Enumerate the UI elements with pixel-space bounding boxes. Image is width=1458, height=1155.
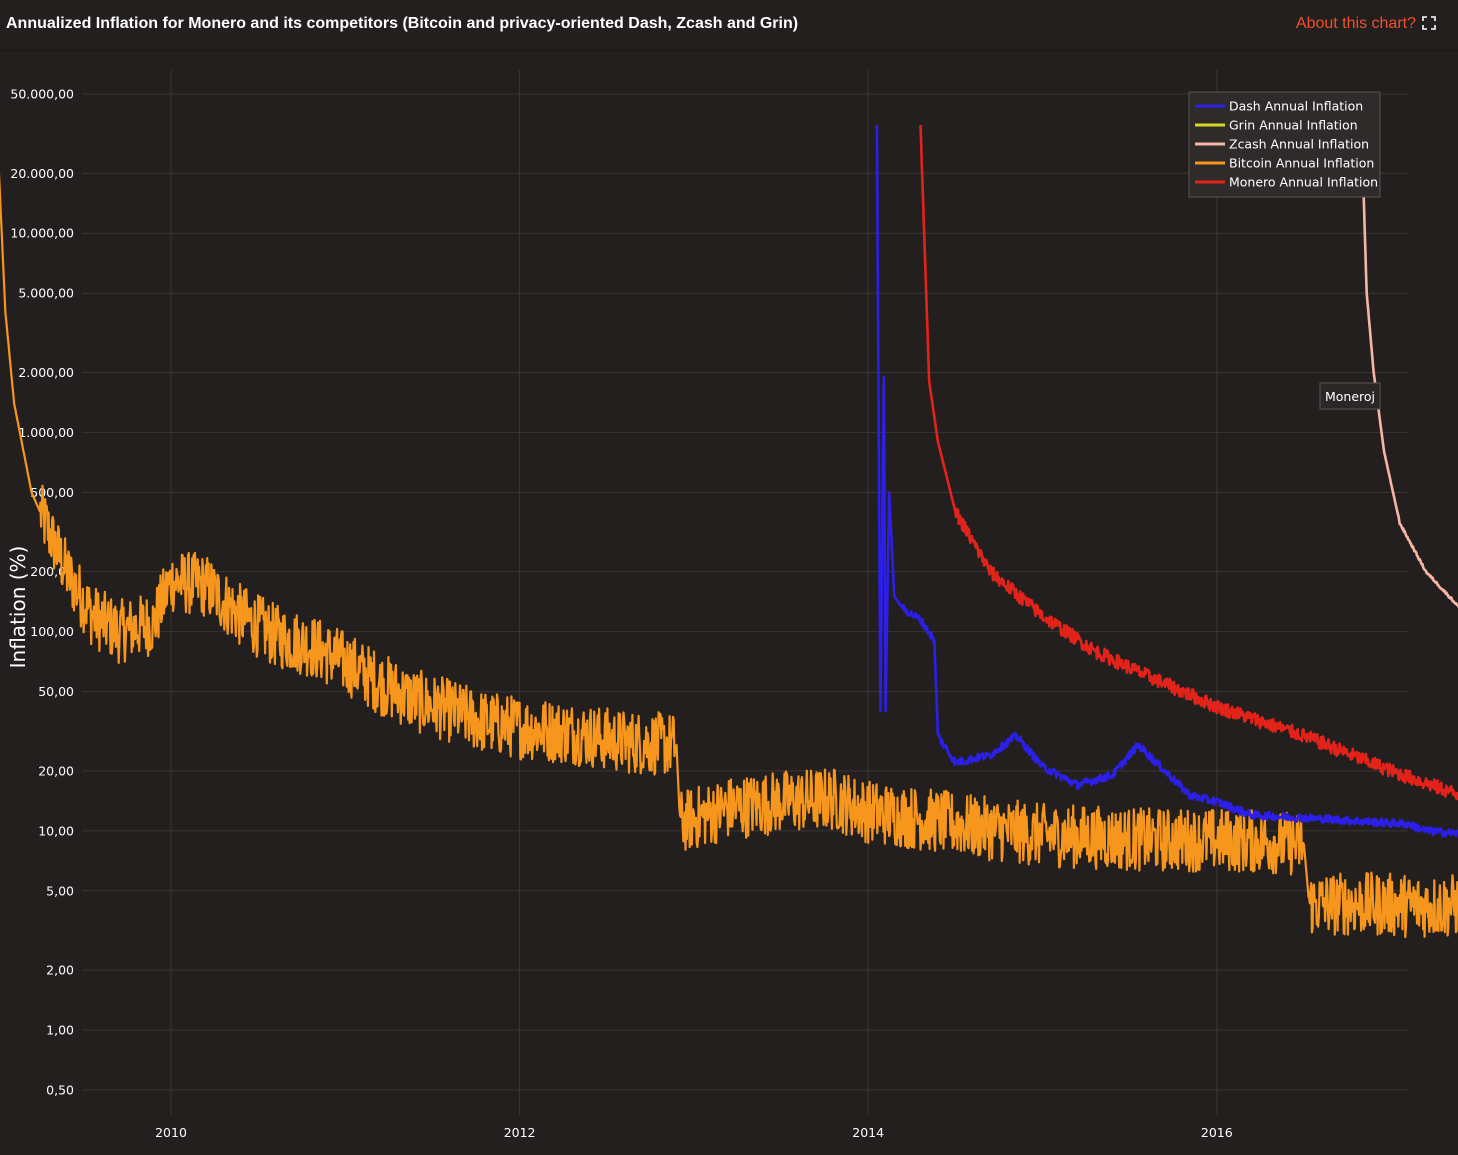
y-tick-label: 1,00 [46, 1023, 74, 1038]
chart-title: Annualized Inflation for Monero and its … [6, 15, 798, 33]
x-tick-label: 2010 [155, 1125, 187, 1140]
y-tick-label: 2.000,00 [18, 365, 74, 380]
y-tick-label: 10.000,00 [10, 226, 74, 241]
y-tick-label: 10,00 [38, 823, 74, 838]
about-chart-link[interactable]: About this chart? [1296, 15, 1416, 33]
legend-item[interactable]: Bitcoin Annual Inflation [1229, 156, 1374, 171]
x-tick-label: 2014 [852, 1125, 884, 1140]
y-axis-label: Inflation (%) [6, 546, 30, 669]
y-tick-label: 0,50 [46, 1083, 74, 1098]
y-tick-label: 50.000,00 [10, 87, 74, 102]
y-tick-label: 1.000,00 [18, 425, 74, 440]
series-lines [0, 125, 1458, 1051]
grid [82, 70, 1458, 1115]
y-tick-label: 500,00 [30, 485, 74, 500]
legend-item[interactable]: Dash Annual Inflation [1229, 99, 1363, 114]
watermark-text: Moneroj [1325, 389, 1375, 404]
y-tick-label: 2,00 [46, 963, 74, 978]
y-tick-label: 5.000,00 [18, 286, 74, 301]
y-tick-label: 20.000,00 [10, 166, 74, 181]
expand-icon[interactable] [1422, 16, 1436, 30]
x-axis: 20102012201420162018202020222024 [155, 1125, 1458, 1140]
legend-item[interactable]: Grin Annual Inflation [1229, 118, 1358, 133]
chart-area: 50.000,00 20.000,00 10.000,00 5.000,00 2.000… [0, 51, 1458, 1150]
bitcoin-inflation-line[interactable] [0, 125, 1458, 1016]
legend-item[interactable]: Zcash Annual Inflation [1229, 137, 1369, 152]
y-tick-label: 20,00 [38, 763, 74, 778]
x-tick-label: 2012 [504, 1125, 536, 1140]
y-tick-label: 50,00 [38, 684, 74, 699]
y-tick-label: 5,00 [46, 883, 74, 898]
y-tick-label: 100,00 [30, 624, 74, 639]
chart-header: Annualized Inflation for Monero and its … [0, 0, 1458, 51]
legend-item[interactable]: Monero Annual Inflation [1229, 175, 1378, 190]
legend[interactable]: Dash Annual Inflation Grin Annual Inflati… [1189, 92, 1380, 197]
inflation-chart: 50.000,00 20.000,00 10.000,00 5.000,00 2.000… [0, 51, 1458, 1150]
watermark: Moneroj [1320, 383, 1380, 409]
x-tick-label: 2016 [1201, 1125, 1233, 1140]
